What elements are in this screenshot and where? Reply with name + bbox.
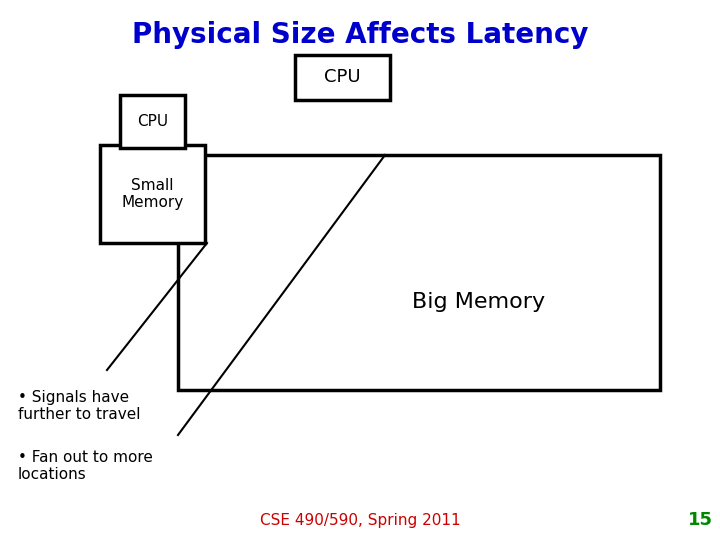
- Text: • Signals have
further to travel: • Signals have further to travel: [18, 390, 140, 422]
- Bar: [295, 55, 390, 100]
- Bar: [178, 155, 660, 390]
- Text: CSE 490/590, Spring 2011: CSE 490/590, Spring 2011: [260, 512, 460, 528]
- Text: CPU: CPU: [324, 69, 361, 86]
- Text: Physical Size Affects Latency: Physical Size Affects Latency: [132, 21, 588, 49]
- Text: Big Memory: Big Memory: [413, 293, 546, 313]
- Text: CPU: CPU: [137, 114, 168, 129]
- Text: • Fan out to more
locations: • Fan out to more locations: [18, 450, 153, 482]
- Text: Small
Memory: Small Memory: [122, 178, 184, 210]
- Bar: [120, 95, 185, 148]
- Bar: [100, 145, 205, 243]
- Text: 15: 15: [688, 511, 713, 529]
